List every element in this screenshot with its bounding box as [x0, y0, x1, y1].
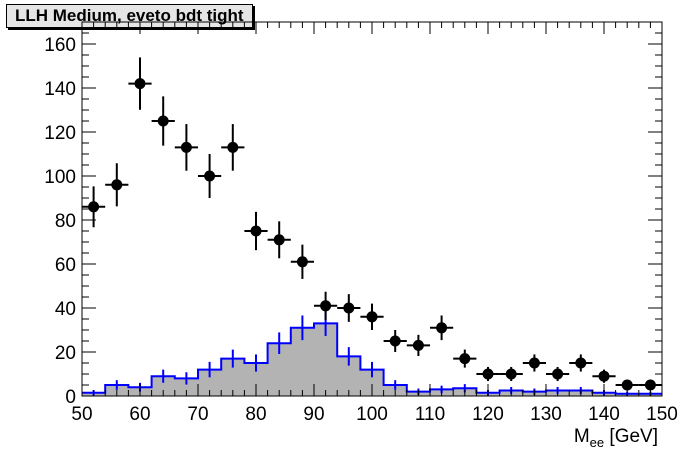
data-point: [180, 141, 192, 153]
data-point: [296, 256, 308, 268]
y-tick-label: 20: [55, 343, 76, 364]
data-points-layer: [82, 57, 662, 391]
data-point: [598, 370, 610, 382]
x-axis-title-main: M: [574, 426, 590, 447]
y-tick-label: 100: [44, 167, 76, 188]
x-tick-label: 80: [245, 404, 266, 425]
data-point: [273, 234, 285, 246]
y-tick-label: 60: [55, 255, 76, 276]
data-point: [389, 335, 401, 347]
x-tick-label: 150: [646, 404, 678, 425]
y-tick-label: 160: [44, 35, 76, 56]
x-tick-label: 140: [588, 404, 620, 425]
plot-frame: [81, 21, 663, 397]
data-point: [134, 78, 146, 90]
x-tick-label: 120: [472, 404, 504, 425]
axes-layer: 50 60 70 80 90 100 110 120 130 140 150 0 20 40 60 80 100…: [44, 21, 678, 425]
x-tick-label: 110: [415, 404, 445, 425]
data-point: [250, 225, 262, 237]
y-tick-label: 0: [65, 387, 76, 408]
data-point: [343, 302, 355, 314]
data-point: [88, 201, 100, 213]
data-point: [552, 368, 564, 380]
data-point: [644, 379, 656, 391]
data-point: [459, 353, 471, 365]
x-tick-label: 50: [71, 404, 92, 425]
x-axis-title: Mee [GeV]: [574, 426, 658, 450]
x-tick-label: 90: [303, 404, 324, 425]
x-tick-label: 130: [530, 404, 562, 425]
x-tick-label: 60: [129, 404, 150, 425]
data-point: [111, 179, 123, 191]
plot-title: LLH Medium, eveto bdt tight: [6, 4, 253, 28]
data-point: [157, 115, 169, 127]
y-tick-label: 120: [44, 123, 76, 144]
y-tick-label: 40: [55, 299, 76, 320]
data-point: [482, 368, 494, 380]
histogram-fill: [82, 323, 662, 396]
data-point: [505, 368, 517, 380]
data-point: [204, 170, 216, 182]
x-tick-label: 70: [187, 404, 208, 425]
data-point: [575, 357, 587, 369]
data-point: [528, 357, 540, 369]
x-tick-label: 100: [356, 404, 388, 425]
data-point: [436, 322, 448, 334]
y-tick-label: 140: [44, 79, 76, 100]
data-point: [320, 300, 332, 312]
y-tick-label: 80: [55, 211, 76, 232]
data-point: [366, 311, 378, 323]
x-axis-title-unit: [GeV]: [604, 426, 658, 447]
x-axis-title-subscript: ee: [590, 435, 604, 450]
data-point: [412, 339, 424, 351]
data-point: [227, 141, 239, 153]
data-point: [621, 379, 633, 391]
